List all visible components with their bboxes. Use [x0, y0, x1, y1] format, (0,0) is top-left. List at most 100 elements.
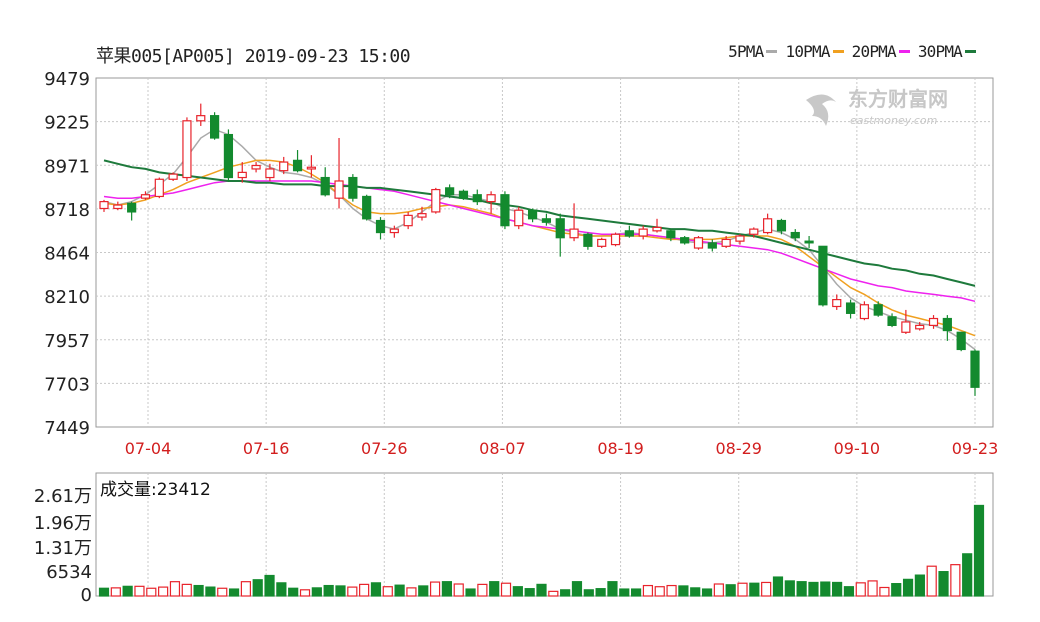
candle-body [735, 235, 745, 242]
candle-body [610, 233, 621, 246]
volume-bar [867, 580, 878, 597]
volume-bar [217, 587, 228, 597]
volume-bar [370, 582, 382, 597]
candle [776, 218, 787, 235]
x-tick-label: 07-04 [125, 439, 172, 458]
x-tick-label: 09-10 [834, 439, 881, 458]
volume-bar [193, 584, 204, 597]
candle [99, 199, 109, 212]
volume-tick-label: 2.61万 [34, 486, 92, 507]
volume-bar [323, 584, 334, 597]
candle-body [140, 194, 151, 199]
candle-body [597, 238, 607, 247]
candle [859, 301, 869, 321]
candle-body [154, 178, 164, 198]
candle-body [942, 317, 952, 332]
volume-bar [288, 587, 299, 597]
candle [887, 313, 897, 328]
candle [389, 225, 399, 238]
volume-bar [536, 583, 547, 597]
candle [901, 309, 911, 334]
candle-body [196, 115, 206, 122]
volume-bar [465, 588, 476, 597]
volume-bar [98, 587, 110, 597]
volume-tick-label: 1.96万 [34, 513, 92, 534]
volume-bar [524, 588, 535, 597]
volume-bar [500, 582, 512, 597]
candle [292, 150, 303, 173]
candle [210, 112, 220, 140]
volume-bar [701, 588, 713, 597]
volume-bar [619, 588, 630, 597]
candle [417, 206, 427, 221]
volume-bar [299, 589, 311, 597]
candle-body [541, 218, 552, 223]
candle [251, 162, 261, 173]
candle-body [182, 120, 192, 179]
candle-body [859, 304, 869, 320]
volume-bar [347, 586, 358, 597]
candle-body [348, 176, 358, 199]
volume-bar [122, 585, 133, 597]
legend-swatch [965, 50, 976, 53]
candle-body [583, 233, 593, 247]
candle [942, 315, 952, 341]
volume-bar [690, 587, 701, 597]
y-tick-label: 8210 [44, 287, 90, 308]
candle [334, 138, 344, 209]
candle-body [486, 194, 496, 203]
volume-bar [808, 581, 819, 597]
candle-body [127, 202, 137, 213]
volume-tick-label: 0 [81, 585, 92, 606]
candle-body [721, 238, 731, 247]
candle [721, 235, 731, 249]
candle [306, 155, 316, 178]
ma10-line [103, 159, 976, 337]
volume-bar [950, 564, 961, 597]
volume-bar [359, 583, 370, 597]
volume-bar [891, 583, 902, 597]
candle-body [832, 299, 842, 308]
volume-bar [595, 588, 606, 597]
candle-body [845, 302, 856, 314]
candle [915, 321, 925, 331]
candle-body [320, 176, 330, 196]
volume-bar [879, 586, 890, 597]
volume-bar [749, 582, 760, 597]
candle-body [292, 159, 303, 172]
candle [168, 172, 178, 181]
volume-bars [98, 504, 985, 597]
candle [127, 201, 137, 221]
candle [693, 235, 704, 250]
candle [638, 225, 648, 240]
candle-body [638, 228, 648, 237]
candle-body [223, 133, 234, 179]
price-y-axis: 9479 9225 8971 8718 8464 8210 7957 7703 7449 [44, 69, 90, 439]
volume-tick-label: 1.31万 [34, 538, 92, 559]
candle [514, 206, 524, 230]
candle-body [458, 190, 469, 199]
x-tick-label: 09-23 [952, 439, 999, 458]
volume-bar [181, 583, 192, 597]
volume-label: 成交量:23412 [100, 480, 211, 500]
candle [113, 201, 123, 211]
candle-body [555, 218, 565, 239]
volume-bar [607, 581, 618, 597]
volume-bar [134, 585, 145, 597]
volume-bar [654, 586, 665, 597]
candle [472, 189, 482, 206]
candle [707, 239, 717, 252]
candle [154, 177, 164, 199]
candle [610, 232, 621, 247]
volume-bar [264, 574, 275, 597]
candle-body [500, 194, 510, 227]
volume-bar [784, 580, 795, 597]
volume-bar [429, 581, 441, 597]
candle [832, 294, 842, 310]
volume-bar [666, 584, 677, 597]
candle-body [749, 228, 759, 235]
candle-body [970, 350, 980, 388]
volume-bar [489, 581, 500, 597]
candle-body [237, 171, 247, 179]
